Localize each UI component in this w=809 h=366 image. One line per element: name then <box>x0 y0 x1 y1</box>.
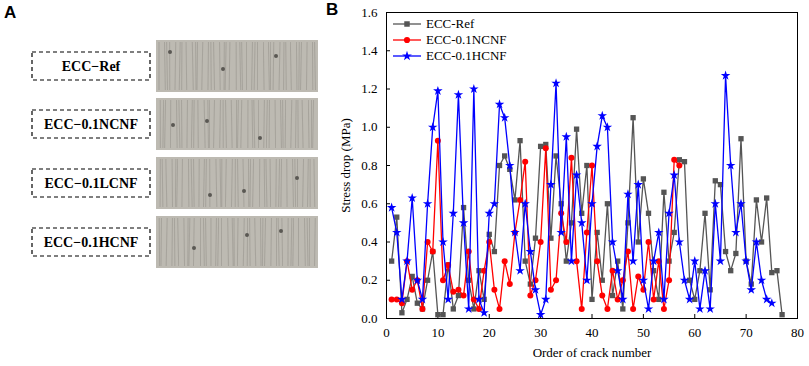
svg-text:0.6: 0.6 <box>361 196 378 211</box>
svg-text:A: A <box>4 3 16 22</box>
svg-text:Order of crack number: Order of crack number <box>533 345 652 360</box>
html-text:B: B <box>326 0 339 19</box>
svg-text:40: 40 <box>586 325 599 340</box>
svg-text:0.4: 0.4 <box>361 234 378 249</box>
html-text:ECC-Ref: ECC-Ref <box>426 16 475 31</box>
svg-text:ECC−0.1NCNF: ECC−0.1NCNF <box>44 117 138 132</box>
svg-text:1.6: 1.6 <box>361 5 378 20</box>
html-text:ECC-0.1NCNF: ECC-0.1NCNF <box>426 32 507 47</box>
html-text:ECC-0.1HCNF: ECC-0.1HCNF <box>426 48 507 63</box>
svg-text:70: 70 <box>740 325 753 340</box>
svg-text:0.0: 0.0 <box>361 311 377 326</box>
svg-text:20: 20 <box>483 325 496 340</box>
svg-text:0.2: 0.2 <box>361 272 377 287</box>
svg-text:80: 80 <box>791 325 804 340</box>
svg-text:60: 60 <box>688 325 701 340</box>
svg-text:1.0: 1.0 <box>361 119 377 134</box>
svg-text:1.4: 1.4 <box>361 43 378 58</box>
svg-text:Stress drop (MPa): Stress drop (MPa) <box>338 118 353 213</box>
svg-text:0: 0 <box>383 325 390 340</box>
svg-text:ECC−Ref: ECC−Ref <box>62 59 121 74</box>
svg-text:10: 10 <box>431 325 444 340</box>
svg-text:ECC−0.1HCNF: ECC−0.1HCNF <box>44 235 139 250</box>
svg-text:1.2: 1.2 <box>361 81 377 96</box>
svg-text:0.8: 0.8 <box>361 158 377 173</box>
svg-text:50: 50 <box>637 325 650 340</box>
svg-text:ECC−0.1LCNF: ECC−0.1LCNF <box>44 176 137 191</box>
svg-text:30: 30 <box>534 325 547 340</box>
